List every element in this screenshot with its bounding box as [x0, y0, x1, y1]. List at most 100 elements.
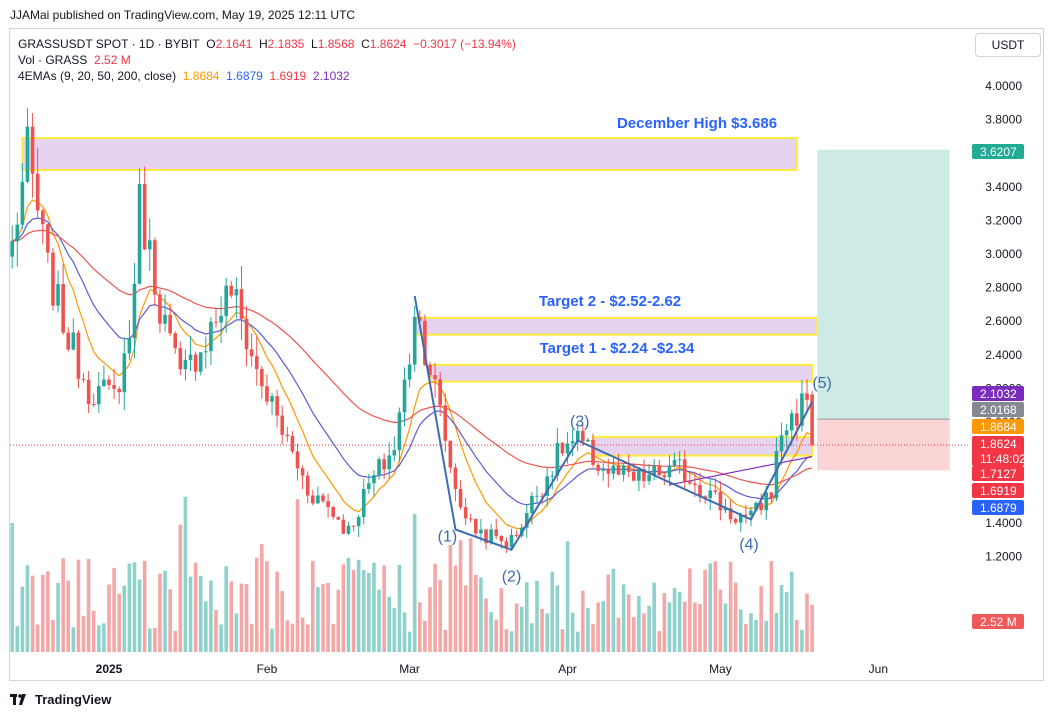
candle-body — [30, 126, 35, 174]
volume-bar — [489, 612, 493, 652]
volume-bar — [601, 601, 606, 652]
volume-bar — [494, 619, 499, 652]
volume-bar — [642, 613, 646, 652]
candle-body — [198, 352, 203, 372]
volume-bar — [560, 629, 565, 652]
volume-bar — [30, 575, 35, 652]
volume-bar — [234, 613, 239, 652]
x-tick-label: Apr — [558, 662, 577, 676]
volume-bar — [132, 562, 137, 652]
candle-body — [173, 333, 178, 349]
candle-body — [728, 508, 733, 520]
volume-bar — [71, 627, 76, 652]
candle-body — [178, 348, 183, 370]
volume-bar — [265, 561, 269, 652]
legend-ema200-value: 2.1032 — [312, 69, 350, 83]
price-tag-countdown: 11:48:02 — [980, 452, 1026, 466]
publisher-line: JJAMai published on TradingView.com, May… — [10, 8, 356, 22]
volume-bar — [453, 565, 458, 652]
candle-body — [433, 375, 437, 380]
candle-body — [407, 364, 412, 380]
candle-body — [489, 529, 493, 544]
volume-bar — [254, 557, 259, 652]
volume-bar — [188, 576, 193, 652]
volume-bar — [713, 561, 718, 652]
volume-bar — [575, 631, 580, 652]
volume-bar — [142, 560, 147, 652]
volume-bar — [219, 624, 223, 652]
candle-body — [458, 488, 463, 508]
price-tag: 1.7127 — [980, 467, 1017, 481]
candle-body — [759, 502, 763, 511]
currency-button[interactable]: USDT — [975, 33, 1041, 57]
candle-body — [601, 469, 606, 471]
candle-body — [183, 359, 188, 370]
legend-h-value: 2.1835 — [267, 37, 305, 51]
volume-bar — [331, 624, 335, 652]
candle-body — [800, 393, 804, 426]
candle-body — [76, 332, 81, 379]
candle-body — [137, 184, 142, 284]
volume-bar — [91, 610, 96, 652]
volume-bar — [474, 574, 478, 652]
volume-bar — [285, 620, 290, 652]
candle-body — [535, 495, 539, 497]
volume-bar — [591, 623, 595, 652]
candle-body — [524, 513, 529, 528]
volume-bar — [316, 587, 320, 652]
volume-bar — [535, 580, 539, 652]
legend-change: −0.3017 (−13.94%) — [413, 37, 516, 51]
volume-bar — [163, 570, 167, 652]
price-tag: 1.6919 — [980, 484, 1017, 498]
candle-body — [657, 465, 662, 476]
candle-body — [647, 474, 651, 482]
volume-bar — [102, 623, 106, 652]
candle-body — [774, 451, 779, 499]
volume-bar — [305, 624, 310, 652]
candle-body — [275, 396, 279, 416]
wave-label-4: (4) — [739, 536, 759, 553]
legend-c-value: 1.8624 — [369, 37, 407, 51]
candle-body — [545, 476, 549, 496]
legend: GRASSUSDT SPOT · 1D · BYBIT O2.1641 H2.1… — [18, 36, 516, 84]
legend-h-label: H — [258, 37, 268, 51]
candle-body — [754, 502, 758, 511]
volume-bar — [519, 606, 524, 652]
volume-bar — [209, 580, 213, 652]
candle-body — [311, 495, 315, 504]
volume-bar — [321, 584, 325, 652]
candle-body — [112, 385, 116, 389]
candle-body — [239, 289, 244, 319]
volume-bar — [356, 559, 361, 652]
candle-body — [652, 465, 656, 475]
price-tag-bg — [972, 144, 1024, 159]
tradingview-logo[interactable]: TradingView — [10, 692, 111, 707]
legend-ema-label: 4EMAs (9, 20, 50, 200, close) — [18, 69, 177, 83]
candle-body — [295, 451, 300, 469]
candle-body — [555, 442, 560, 476]
volume-bar — [402, 612, 407, 652]
volume-bar — [122, 585, 127, 652]
volume-bar — [764, 620, 769, 652]
candle-body — [392, 450, 397, 456]
y-tick-label: 2.4000 — [985, 348, 1022, 362]
volume-bar — [173, 631, 178, 652]
volume-bar — [795, 619, 799, 652]
candle-body — [102, 379, 106, 387]
volume-bar — [25, 565, 30, 652]
legend-volume-row: Vol · GRASS 2.52 M — [18, 52, 516, 68]
volume-bar — [229, 581, 234, 652]
volume-bar — [530, 623, 534, 652]
candle-body — [204, 351, 208, 353]
candle-body — [795, 413, 799, 426]
volume-bar — [570, 612, 575, 652]
candle-body — [805, 393, 809, 400]
legend-l-value: 1.8568 — [317, 37, 355, 51]
candle-body — [713, 490, 718, 492]
candle-body — [402, 379, 407, 413]
volume-bar — [810, 604, 814, 652]
x-tick-label: May — [709, 662, 732, 676]
candle-body — [397, 412, 402, 451]
candle-body — [356, 517, 361, 527]
